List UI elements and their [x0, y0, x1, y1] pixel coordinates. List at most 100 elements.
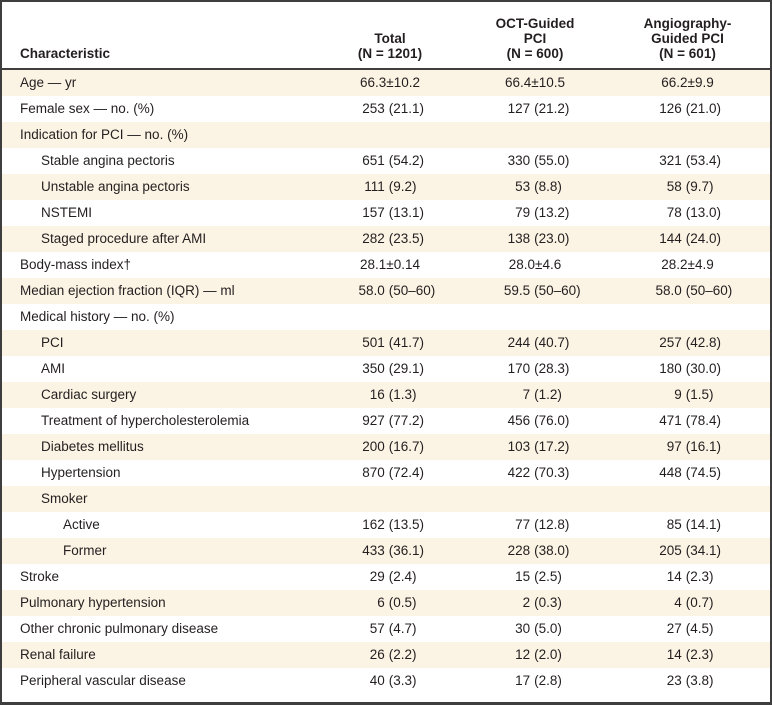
value-percent: (21.2) — [534, 101, 570, 116]
value-percent: (28.3) — [534, 361, 570, 376]
value-count: 350 — [362, 361, 385, 376]
table-row: Diabetes mellitus 200 (16.7) 103 (17.2) 97… — [2, 434, 770, 460]
table-row: Staged procedure after AMI 282 (23.5) 138… — [2, 226, 770, 252]
table-row: Medical history — no. (%) — [2, 304, 770, 330]
value-percent: (53.4) — [685, 153, 721, 168]
value-count: 651 — [362, 153, 385, 168]
row-label-cell: PCI — [2, 330, 315, 356]
cell-angiography-guided-pci: 14 (2.3) — [605, 642, 770, 668]
cell-total: 651 (54.2) — [315, 148, 465, 174]
cell-angiography-guided-pci: 23 (3.8) — [605, 668, 770, 694]
value-count: 422 — [507, 465, 531, 480]
value-percent: (36.1) — [388, 543, 425, 558]
value-percent: (41.7) — [388, 335, 425, 350]
table-row: Cardiac surgery 16 (1.3) 7 (1.2) 9 (1.5) — [2, 382, 770, 408]
table-row: Renal failure 26 (2.2) 12 (2.0) 14 (2.3) — [2, 642, 770, 668]
cell-oct-guided-pci: 66.4±10.5 — [465, 69, 605, 96]
value-percent: (34.1) — [685, 543, 721, 558]
cell-total — [315, 304, 465, 330]
row-label: Female sex — no. (%) — [20, 101, 155, 116]
value-count: 85 — [666, 517, 682, 532]
table-row: Pulmonary hypertension 6 (0.5) 2 (0.3) 4 (0… — [2, 590, 770, 616]
value-count: 7 — [522, 387, 531, 402]
value-count: 501 — [362, 335, 385, 350]
value-percent: (13.5) — [388, 517, 425, 532]
value-percent: (4.5) — [685, 621, 714, 636]
row-label-cell: Stable angina pectoris — [2, 148, 315, 174]
row-label: Age — yr — [20, 75, 77, 90]
value-count: 57 — [369, 621, 385, 636]
row-label: Staged procedure after AMI — [41, 231, 207, 246]
value-count: 29 — [369, 569, 385, 584]
row-label-cell: Age — yr — [2, 69, 315, 96]
table-row: AMI 350 (29.1) 170 (28.3) 180 (30.0) — [2, 356, 770, 382]
value-percent: (76.0) — [534, 413, 570, 428]
value-percent: (2.4) — [388, 569, 417, 584]
value-percent: (17.2) — [534, 439, 570, 454]
characteristics-table: Characteristic Total (N = 1201) OCT-Guid… — [2, 2, 770, 694]
cell-total: 28.1±0.14 — [315, 252, 465, 278]
value-count: 448 — [659, 465, 682, 480]
column-header-oct-guided-pci: OCT-Guided PCI (N = 600) — [465, 2, 605, 70]
value-count: 40 — [369, 673, 385, 688]
value-count: 103 — [507, 439, 531, 454]
row-label-cell: Body-mass index† — [2, 252, 315, 278]
table-row: Treatment of hypercholesterolemia 927 (77… — [2, 408, 770, 434]
value-count: 6 — [377, 595, 385, 610]
table-row: Other chronic pulmonary disease 57 (4.7) … — [2, 616, 770, 642]
cell-angiography-guided-pci: 85 (14.1) — [605, 512, 770, 538]
cell-oct-guided-pci: 59.5 (50–60) — [465, 278, 605, 304]
cell-oct-guided-pci: 127 (21.2) — [465, 96, 605, 122]
value-count: 26 — [369, 647, 385, 662]
cell-oct-guided-pci — [465, 486, 605, 512]
value-count: 77 — [515, 517, 531, 532]
value-count: 927 — [362, 413, 385, 428]
value-percent: (40.7) — [534, 335, 570, 350]
cell-oct-guided-pci: 244 (40.7) — [465, 330, 605, 356]
row-label: Body-mass index† — [20, 257, 132, 272]
value-count: 144 — [659, 231, 682, 246]
value-percent: (2.8) — [534, 673, 562, 688]
value-percent: (1.5) — [685, 387, 714, 402]
table-row: Indication for PCI — no. (%) — [2, 122, 770, 148]
value-count: 16 — [369, 387, 385, 402]
cell-oct-guided-pci: 138 (23.0) — [465, 226, 605, 252]
value-count: 170 — [507, 361, 531, 376]
row-label-cell: Median ejection fraction (IQR) — ml — [2, 278, 315, 304]
table-row: Hypertension 870 (72.4) 422 (70.3) 448 (74.… — [2, 460, 770, 486]
value-count: 9 — [674, 387, 682, 402]
cell-angiography-guided-pci: 471 (78.4) — [605, 408, 770, 434]
value-percent: (24.0) — [685, 231, 721, 246]
value-percent: (23.5) — [388, 231, 425, 246]
cell-angiography-guided-pci: 321 (53.4) — [605, 148, 770, 174]
value-count: 30 — [515, 621, 531, 636]
cell-oct-guided-pci: 79 (13.2) — [465, 200, 605, 226]
cell-angiography-guided-pci: 97 (16.1) — [605, 434, 770, 460]
cell-oct-guided-pci: 456 (76.0) — [465, 408, 605, 434]
cell-total: 200 (16.7) — [315, 434, 465, 460]
table-row: Peripheral vascular disease 40 (3.3) 17 (2… — [2, 668, 770, 694]
value-count: 2 — [522, 595, 531, 610]
value-count: 97 — [666, 439, 682, 454]
cell-total: 282 (23.5) — [315, 226, 465, 252]
table-row: PCI 501 (41.7) 244 (40.7) 257 (42.8) — [2, 330, 770, 356]
value-percent: (38.0) — [534, 543, 570, 558]
cell-angiography-guided-pci: 58 (9.7) — [605, 174, 770, 200]
value-count: 162 — [362, 517, 385, 532]
table-row: Female sex — no. (%) 253 (21.1) 127 (21.2)… — [2, 96, 770, 122]
table-body: Age — yr 66.3±10.2 66.4±10.5 66.2±9.9 Fe… — [2, 69, 770, 694]
value-percent: (78.4) — [685, 413, 721, 428]
table-row: Former 433 (36.1) 228 (38.0) 205 (34.1) — [2, 538, 770, 564]
table-row: Age — yr 66.3±10.2 66.4±10.5 66.2±9.9 — [2, 69, 770, 96]
cell-oct-guided-pci: 228 (38.0) — [465, 538, 605, 564]
row-label-cell: AMI — [2, 356, 315, 382]
row-label: Indication for PCI — no. (%) — [20, 127, 189, 142]
row-label: Medical history — no. (%) — [20, 309, 175, 324]
value-count: 27 — [666, 621, 682, 636]
value-count: 471 — [659, 413, 682, 428]
cell-total: 501 (41.7) — [315, 330, 465, 356]
value-count: 14 — [666, 569, 682, 584]
row-label: PCI — [41, 335, 64, 350]
value-count: 12 — [515, 647, 531, 662]
value-count: 200 — [362, 439, 385, 454]
